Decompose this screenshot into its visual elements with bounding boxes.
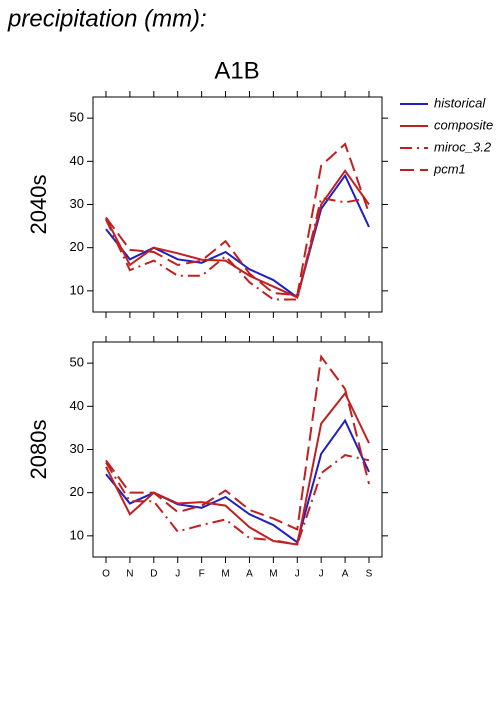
legend-label: historical (434, 95, 486, 110)
x-tick-label: A (246, 569, 253, 580)
y-tick-label: 50 (70, 355, 84, 370)
legend-label: miroc_3.2 (434, 139, 492, 154)
x-tick-label: N (126, 569, 133, 580)
series-line (105, 454, 370, 546)
x-tick-label: A (342, 569, 349, 580)
series-line (105, 142, 370, 297)
series-line (105, 418, 370, 544)
chart-title: precipitation (mm): (7, 5, 207, 32)
series-line (105, 354, 370, 531)
x-tick-label: J (175, 569, 180, 580)
y-axis-label: 2040s (26, 175, 51, 235)
y-tick-label: 30 (70, 441, 84, 456)
x-tick-label: S (366, 569, 373, 580)
series-line (105, 196, 370, 301)
x-tick-label: J (295, 569, 300, 580)
legend-label: pcm1 (433, 161, 466, 176)
y-tick-label: 10 (70, 527, 84, 542)
y-tick-label: 30 (70, 196, 84, 211)
x-tick-label: F (199, 569, 205, 580)
y-tick-label: 10 (70, 282, 84, 297)
plot-frame (92, 96, 383, 313)
x-tick-label: J (319, 569, 324, 580)
y-tick-label: 20 (70, 484, 84, 499)
x-tick-label: M (269, 569, 277, 580)
plot-frame (92, 341, 383, 558)
y-tick-label: 20 (70, 239, 84, 254)
y-tick-label: 50 (70, 110, 84, 125)
series-line (105, 169, 370, 299)
y-tick-label: 40 (70, 398, 84, 413)
y-tick-label: 40 (70, 153, 84, 168)
legend-label: composite (434, 117, 493, 132)
x-tick-label: D (150, 569, 157, 580)
y-axis-label: 2080s (26, 420, 51, 480)
series-line (105, 391, 370, 546)
x-tick-label: M (221, 569, 229, 580)
x-tick-label: O (102, 569, 110, 580)
chart-subtitle: A1B (214, 57, 259, 84)
